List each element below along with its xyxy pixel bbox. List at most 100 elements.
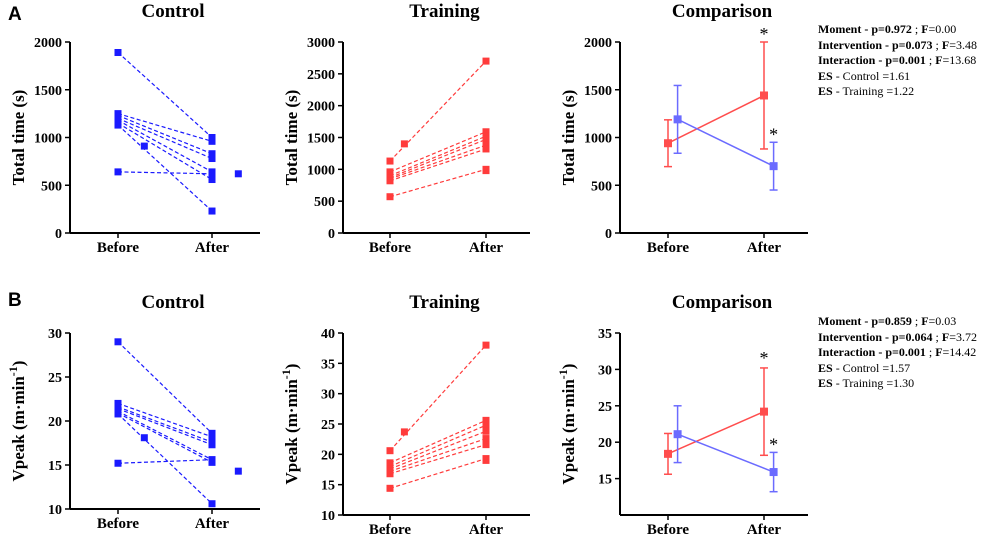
y-axis-label: Total time (s) (9, 90, 28, 186)
data-point (482, 456, 490, 464)
pair-line (389, 437, 487, 472)
series-line-control (677, 433, 774, 473)
chart-A-control: Control 0 500 1000 1500 2000 Before After Total … (9, 1, 260, 256)
pair-line (389, 344, 487, 452)
significance-mark: * (769, 124, 778, 144)
y-axis-label: Vpeak (m·min-1) (6, 361, 28, 482)
y-axis-label: Total time (s) (282, 90, 301, 186)
pair-line (117, 171, 213, 175)
panel-label-a: A (8, 4, 22, 25)
pair-line (117, 459, 213, 464)
pair-line (117, 341, 213, 434)
x-tick-label: Before (369, 240, 412, 256)
y-tick-label: 2500 (307, 68, 335, 83)
data-point (400, 428, 408, 436)
stat-es-control: ES - Control =1.61 (818, 68, 911, 83)
pair-line (389, 458, 487, 489)
data-point (208, 155, 216, 163)
y-tick-label: 20 (598, 436, 612, 451)
pair-line (117, 52, 213, 138)
chart-title: Control (142, 292, 205, 313)
data-point (114, 410, 122, 418)
data-point (234, 467, 242, 475)
y-tick-label: 40 (321, 327, 335, 342)
y-tick-label: 3000 (307, 36, 335, 51)
pair-line (117, 410, 213, 461)
chart-B-training: Training 10 15 20 25 30 35 40 Before After Vpeak (… (279, 292, 530, 538)
pair-line (117, 413, 213, 505)
pair-line (389, 444, 487, 475)
chart-title: Comparison (672, 292, 773, 313)
mean-point (769, 162, 778, 171)
chart-A-comparison: Comparison 0 500 1000 1500 2000 Before After Tot… (559, 1, 808, 256)
data-point (208, 150, 216, 158)
data-point (386, 470, 394, 478)
data-point (482, 427, 490, 435)
y-tick-label: 35 (598, 327, 612, 342)
data-point (386, 193, 394, 201)
stat-intervention: Intervention - p=0.073 ; F=3.48 (818, 37, 977, 52)
data-point (482, 128, 490, 136)
y-tick-label: 15 (321, 479, 335, 494)
y-tick-label: 15 (48, 459, 62, 474)
pair-line (117, 113, 213, 142)
pair-line (117, 408, 213, 446)
data-point (400, 140, 408, 148)
y-tick-label: 2000 (307, 100, 335, 115)
y-tick-label: 1000 (34, 132, 62, 147)
y-tick-label: 0 (55, 227, 62, 242)
y-tick-label: 2000 (34, 36, 62, 51)
panel-label-b: B (8, 290, 22, 311)
pair-line (389, 168, 487, 198)
data-point (482, 135, 490, 143)
mean-point (760, 407, 768, 416)
y-axis-label: Total time (s) (559, 90, 578, 186)
stat-moment: Moment - p=0.859 ; F=0.03 (818, 314, 957, 328)
y-tick-label: 1000 (584, 132, 612, 147)
data-point (208, 176, 216, 184)
data-point (208, 170, 216, 178)
data-point (482, 57, 490, 65)
data-point (234, 170, 242, 178)
data-point (482, 441, 490, 449)
y-tick-label: 30 (321, 388, 335, 403)
chart-title: Control (142, 1, 205, 22)
stat-es-training: ES - Training =1.22 (818, 84, 915, 98)
mean-point (664, 449, 672, 458)
series-line-control (677, 118, 774, 167)
data-point (482, 141, 490, 149)
data-point (482, 416, 490, 424)
pair-line (117, 406, 213, 443)
y-tick-label: 30 (598, 363, 612, 378)
data-point (114, 49, 122, 57)
y-tick-label: 500 (591, 179, 612, 194)
chart-B-control: Control 10 15 20 25 30 Before After Vpeak (m·min… (6, 292, 260, 532)
data-point (208, 433, 216, 441)
pair-line (117, 412, 213, 463)
pair-line (117, 114, 213, 155)
pair-line (389, 430, 487, 470)
y-axis-label: Vpeak (m·min-1) (556, 364, 578, 485)
y-tick-label: 1500 (307, 132, 335, 147)
x-tick-label: Before (97, 240, 140, 256)
x-tick-label: After (747, 522, 781, 538)
pair-line (389, 424, 487, 468)
data-point (114, 338, 122, 346)
stat-intervention: Intervention - p=0.064 ; F=3.72 (818, 329, 977, 344)
y-tick-label: 20 (321, 448, 335, 463)
data-point (114, 121, 122, 129)
y-tick-label: 500 (41, 179, 62, 194)
mean-point (769, 468, 778, 477)
x-tick-label: After (195, 240, 229, 256)
pair-line (389, 144, 487, 180)
x-tick-label: After (195, 516, 229, 532)
significance-mark: * (769, 434, 778, 454)
data-point (482, 167, 490, 175)
data-point (114, 399, 122, 407)
pair-line (389, 135, 487, 177)
stat-es-control: ES - Control =1.57 (818, 360, 911, 375)
stat-moment: Moment - p=0.972 ; F=0.00 (818, 22, 957, 36)
y-tick-label: 0 (328, 227, 335, 242)
chart-title: Comparison (672, 1, 773, 22)
significance-mark: * (760, 24, 769, 44)
